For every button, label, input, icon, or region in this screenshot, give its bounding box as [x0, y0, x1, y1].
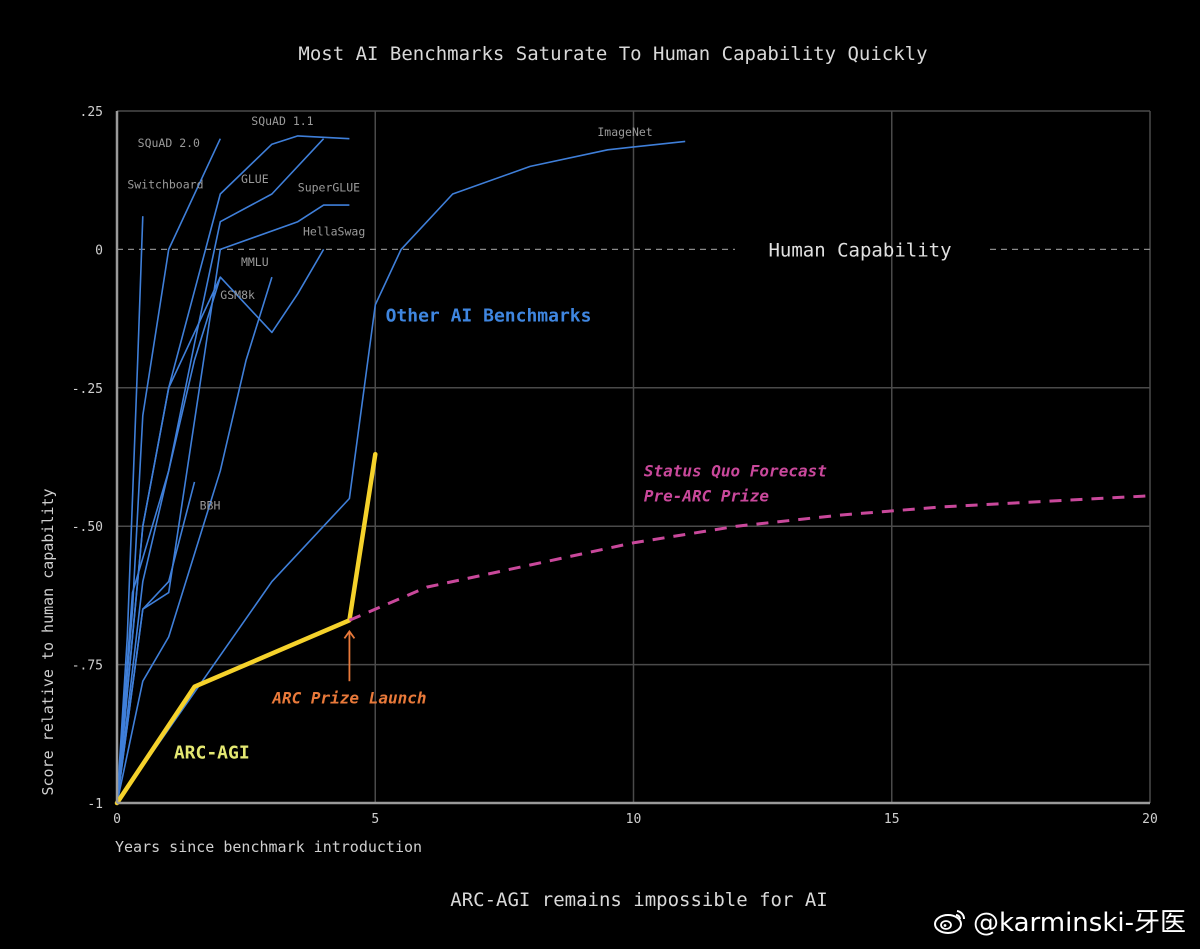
- y-tick-label: -.50: [72, 520, 103, 535]
- series-group: [114, 135, 1151, 806]
- benchmark-label-switchboard: Switchboard: [127, 178, 203, 192]
- series-imagenet: [116, 140, 686, 804]
- watermark-text: @karminski-牙医: [972, 908, 1186, 938]
- series-bbh: [116, 481, 196, 804]
- forecast-label-line2: Pre-ARC Prize: [644, 486, 770, 505]
- benchmark-label-superglue: SuperGLUE: [298, 180, 360, 194]
- y-tick-label: 0: [95, 243, 103, 258]
- x-tick-label: 15: [884, 812, 900, 827]
- y-tick-label: .25: [80, 105, 103, 120]
- y-tick-label: -1: [87, 797, 103, 812]
- series-arc-agi: [114, 451, 378, 806]
- benchmark-label-gsm8k: GSM8k: [220, 288, 255, 302]
- launch-arrow-head-icon: [343, 629, 356, 639]
- axes: .25 0 -.25 -.50 -.75 -1 0 5 10 15 20: [72, 105, 1158, 827]
- series-mmlu: [116, 276, 273, 804]
- series-squad-2-0: [116, 138, 222, 804]
- arc-prize-launch-label: ARC Prize Launch: [271, 688, 426, 707]
- benchmark-label-mmlu: MMLU: [241, 255, 269, 269]
- forecast-label-line1: Status Quo Forecast: [644, 461, 827, 480]
- benchmark-label-hellaswag: HellaSwag: [303, 225, 365, 239]
- series-switchboard: [116, 216, 144, 804]
- benchmark-label-squad-1-1: SQuAD 1.1: [251, 114, 313, 128]
- series-gsm8k: [116, 276, 222, 804]
- x-tick-label: 5: [371, 812, 379, 827]
- benchmark-label-squad-2-0: SQuAD 2.0: [138, 136, 200, 150]
- other-benchmarks-label: Other AI Benchmarks: [386, 305, 592, 326]
- y-tick-label: -.75: [72, 659, 103, 674]
- y-axis-label: Score relative to human capability: [39, 488, 57, 795]
- chart-subtitle: ARC-AGI remains impossible for AI: [450, 889, 828, 911]
- series-status-quo-forecast-pre-arc-prize: [348, 494, 1151, 622]
- arc-agi-label: ARC-AGI: [174, 743, 250, 764]
- watermark: @karminski-牙医: [933, 902, 1186, 939]
- label-group: Switchboard SQuAD 2.0 SQuAD 1.1 GLUE SuperGL…: [127, 114, 827, 764]
- benchmark-label-glue: GLUE: [241, 172, 269, 186]
- x-tick-label: 20: [1142, 812, 1158, 827]
- x-tick-label: 10: [626, 812, 642, 827]
- benchmark-label-imagenet: ImageNet: [597, 125, 652, 139]
- weibo-icon: [933, 909, 965, 934]
- chart-title: Most AI Benchmarks Saturate To Human Cap…: [298, 43, 927, 65]
- series-glue: [116, 138, 325, 804]
- human-capability-label: Human Capability: [768, 239, 951, 261]
- x-axis-label: Years since benchmark introduction: [115, 838, 422, 856]
- y-tick-label: -.25: [72, 382, 103, 397]
- benchmark-label-bbh: BBH: [200, 499, 221, 513]
- x-tick-label: 0: [113, 812, 121, 827]
